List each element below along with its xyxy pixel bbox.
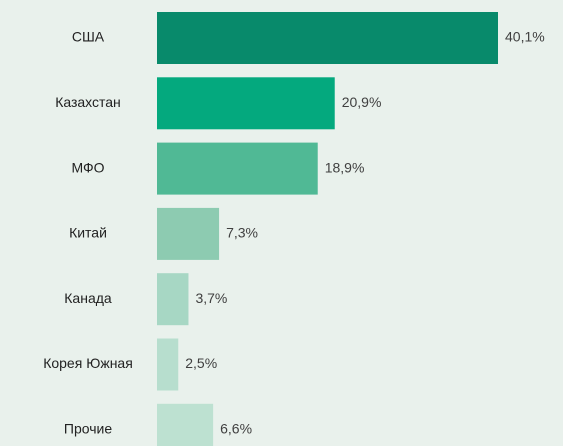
category-label: МФО <box>71 159 104 175</box>
category-label: Корея Южная <box>43 355 133 371</box>
bar <box>157 12 498 64</box>
value-label: 2,5% <box>185 355 217 371</box>
bar <box>157 77 335 130</box>
category-label: США <box>72 29 105 45</box>
category-label: Прочие <box>64 421 112 437</box>
value-label: 20,9% <box>342 94 382 110</box>
bar <box>157 273 189 326</box>
value-label: 6,6% <box>220 421 252 437</box>
value-label: 18,9% <box>325 159 365 175</box>
bar <box>157 142 318 195</box>
bar <box>157 403 214 446</box>
category-label: Казахстан <box>55 94 121 110</box>
category-label: Китай <box>69 225 107 241</box>
bar <box>157 338 179 391</box>
value-label: 40,1% <box>505 29 545 45</box>
value-label: 3,7% <box>195 290 227 306</box>
bar <box>157 207 220 260</box>
category-label: Канада <box>64 290 112 306</box>
value-label: 7,3% <box>226 225 258 241</box>
